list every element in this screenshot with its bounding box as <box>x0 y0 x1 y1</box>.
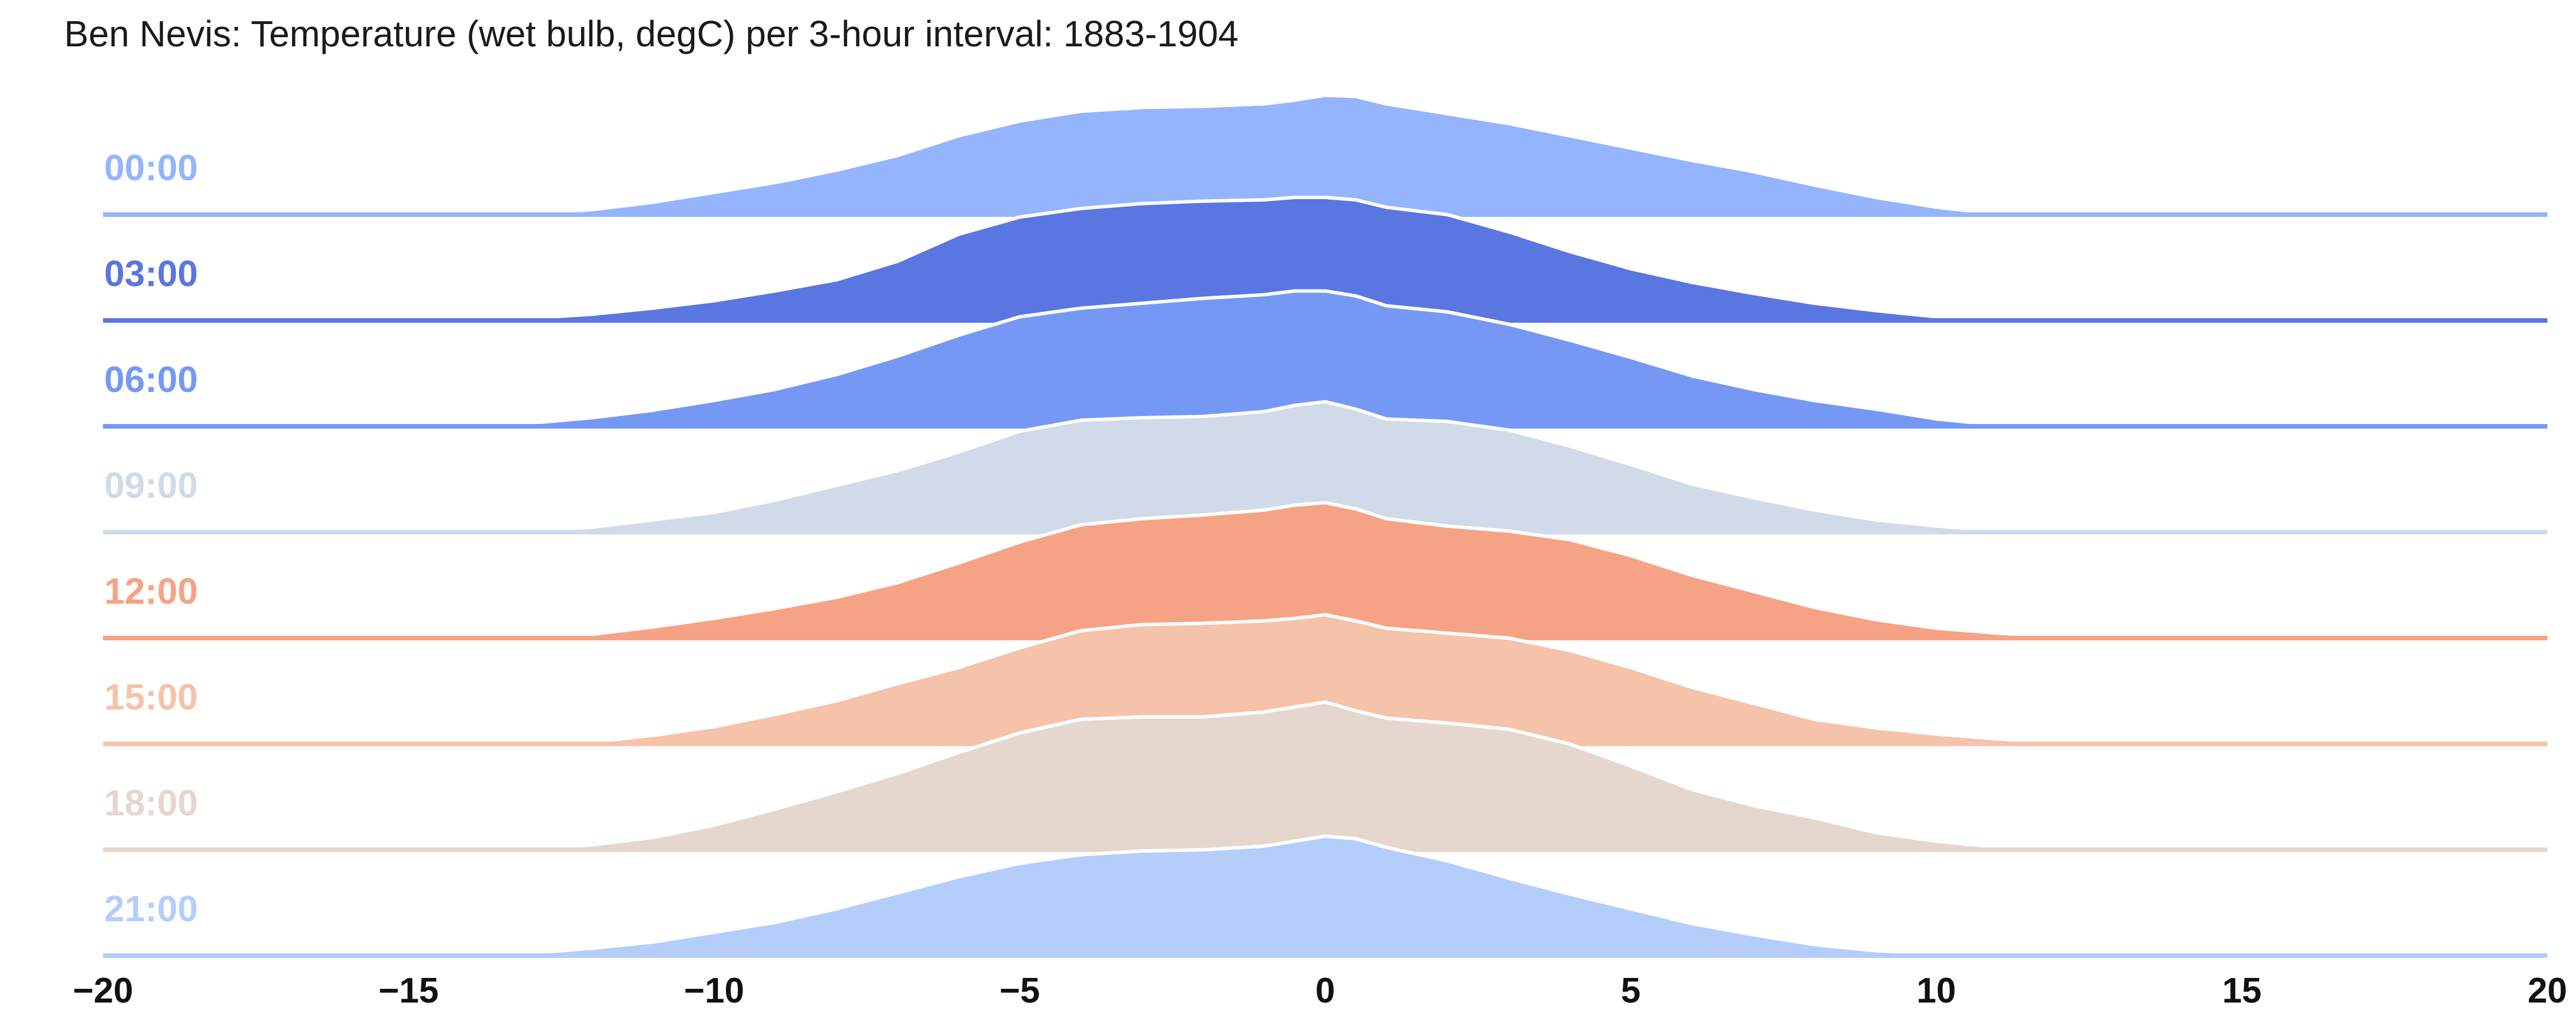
row-label-1500: 15:00 <box>104 676 198 718</box>
ridge-area-1800 <box>103 702 2547 850</box>
ridge-outline-1500 <box>103 613 2547 746</box>
ridge-area-0600 <box>103 291 2547 426</box>
ridge-outline-0000 <box>103 93 2547 216</box>
row-label-0600: 06:00 <box>104 359 198 400</box>
ridge-outline-1800 <box>103 700 2547 851</box>
row-label-0900: 09:00 <box>104 465 198 506</box>
row-label-1200: 12:00 <box>104 571 198 612</box>
ridge-outline-0600 <box>103 289 2547 428</box>
row-label-2100: 21:00 <box>104 888 198 929</box>
x-tick-label: 20 <box>2528 971 2567 1011</box>
ridge-outline-0900 <box>103 400 2547 534</box>
x-tick-label: 15 <box>2222 971 2262 1011</box>
ridge-area-2100 <box>103 836 2547 956</box>
ridge-outline-0300 <box>103 196 2547 322</box>
ridge-outline-1200 <box>103 501 2547 640</box>
ridge-area-0000 <box>103 95 2547 215</box>
row-label-0300: 03:00 <box>104 253 198 294</box>
ridge-area-1500 <box>103 615 2547 744</box>
row-label-0000: 00:00 <box>104 147 198 188</box>
x-tick-label: −5 <box>999 971 1040 1011</box>
x-tick-label: −20 <box>73 971 133 1011</box>
x-tick-label: 0 <box>1315 971 1335 1011</box>
chart-title: Ben Nevis: Temperature (wet bulb, degC) … <box>64 13 1239 54</box>
ridge-area-1200 <box>103 502 2547 638</box>
x-axis: −20 −15 −10 −5 0 5 10 15 20 <box>73 971 2567 1011</box>
ridges-group: 00:00 03:00 06:00 09:00 12:00 15:00 18:00 21:00 <box>103 93 2547 958</box>
ridge-area-0900 <box>103 402 2547 532</box>
x-tick-label: −15 <box>378 971 438 1011</box>
ridge-area-0300 <box>103 197 2547 320</box>
x-tick-label: 10 <box>1917 971 1956 1011</box>
row-label-1800: 18:00 <box>104 782 198 823</box>
x-tick-label: −10 <box>684 971 744 1011</box>
x-tick-label: 5 <box>1621 971 1641 1011</box>
